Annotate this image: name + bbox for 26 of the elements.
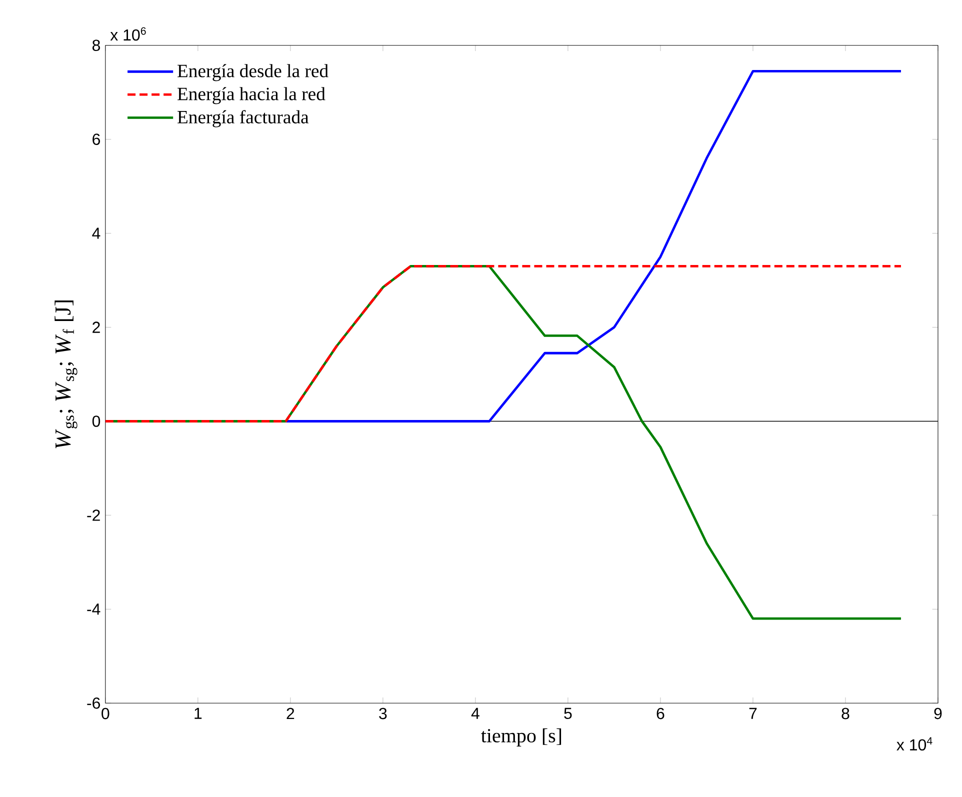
y-tick-label: 0 — [92, 416, 100, 428]
x-tick-label: 0 — [102, 708, 110, 720]
x-tick-label: 8 — [842, 708, 850, 720]
x-tick-label: 9 — [934, 708, 942, 720]
text: x 10$^{4}$ — [896, 737, 932, 751]
y-tick-label: -4 — [87, 604, 100, 615]
x-axis-title: tiempo [s] — [481, 728, 562, 747]
y-tick-label: 2 — [92, 322, 100, 334]
text: x 10$^{6}$ — [110, 27, 146, 41]
x-tick-label: 2 — [286, 708, 294, 720]
x-tick-label: 3 — [379, 708, 387, 720]
y-tick-label: 6 — [92, 134, 100, 146]
y-tick-label: -6 — [87, 698, 100, 710]
text: W$_{gs}$; W$_{sg}$; W$_{f}$ [J] — [54, 300, 78, 448]
legend-label: Energía desde la red — [178, 64, 328, 82]
legend-label: Energía hacia la red — [178, 87, 326, 104]
legend-label: Energía facturada — [178, 110, 309, 128]
x-tick-label: 4 — [471, 708, 480, 720]
x-tick-label: 1 — [194, 708, 202, 720]
line-series — [104, 265, 902, 423]
x-tick-label: 7 — [749, 708, 757, 720]
y-tick-label: 8 — [92, 40, 100, 52]
x-tick-label: 6 — [656, 708, 664, 720]
y-tick-label: 4 — [92, 228, 100, 240]
x-tick-label: 5 — [564, 708, 572, 720]
y-tick-label: -2 — [87, 510, 100, 522]
